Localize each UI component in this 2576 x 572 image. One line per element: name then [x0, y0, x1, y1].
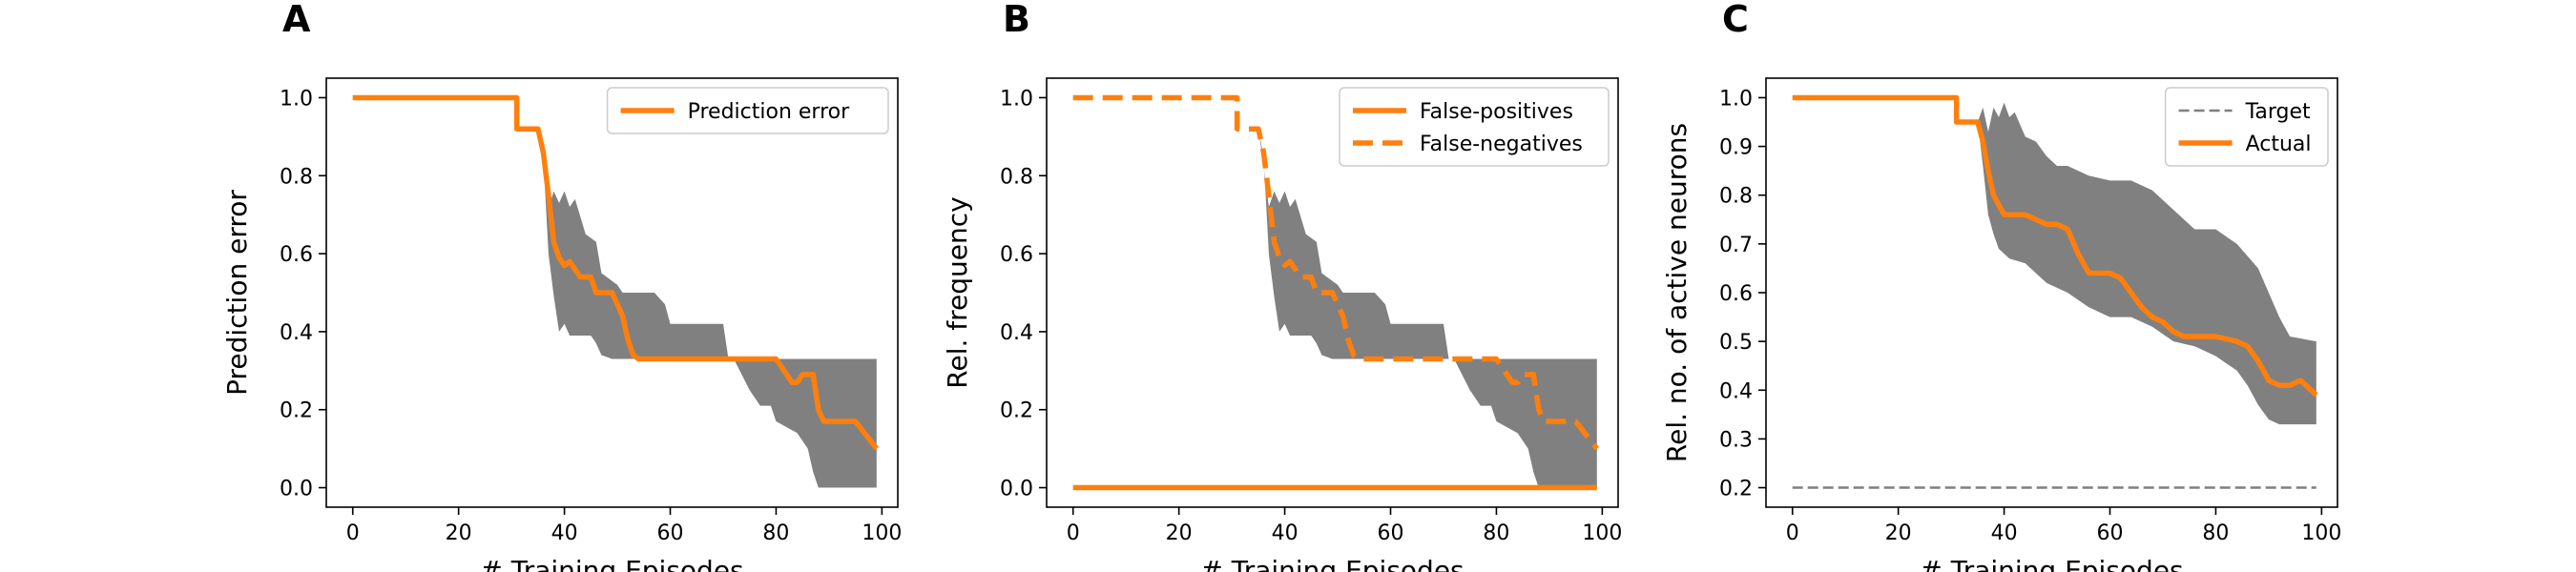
legend: Prediction error — [606, 87, 889, 134]
legend: Target Actual — [2164, 87, 2329, 167]
x-tick-label: 80 — [762, 521, 789, 545]
y-tick-label: 0.7 — [1719, 234, 1753, 257]
y-tick-label: 0.8 — [1000, 165, 1033, 189]
y-axis-label: Prediction error — [221, 190, 253, 396]
y-tick-label: 1.0 — [280, 87, 313, 111]
confidence-band — [1792, 97, 2316, 425]
legend-box — [2164, 87, 2329, 167]
y-tick-label: 0.2 — [1000, 399, 1033, 423]
x-tick-label: 80 — [1483, 521, 1509, 545]
x-tick-label: 80 — [2202, 521, 2229, 545]
legend-box — [1339, 87, 1610, 167]
y-tick-label: 0.3 — [1719, 428, 1753, 452]
legend-box — [606, 87, 889, 134]
series-line-actual — [1792, 94, 2318, 398]
plot-frame — [325, 77, 899, 508]
x-tick-label: 20 — [1885, 521, 1912, 545]
legend-label-false-positives: False-positives — [1420, 100, 1573, 124]
x-axis-label: # Training Episodes — [1920, 555, 2183, 572]
x-tick-label: 40 — [551, 521, 578, 545]
y-tick-label: 0.9 — [1719, 136, 1753, 160]
x-tick-label: 0 — [1786, 521, 1799, 545]
x-tick-label: 100 — [1582, 521, 1622, 545]
x-tick-label: 100 — [862, 521, 902, 545]
x-tick-label: 20 — [446, 521, 472, 545]
y-tick-label: 1.0 — [1719, 87, 1753, 111]
plot-frame — [1046, 77, 1619, 508]
y-tick-label: 0.2 — [280, 399, 313, 423]
panel-c: 0 20 40 60 80 100 0.2 0.3 0.4 0.5 0.6 0.7 0.8 0.9 1.0 #… — [1661, 0, 2341, 572]
y-axis-label: Rel. no. of active neurons — [1661, 123, 1693, 462]
panel-letter: B — [1003, 0, 1030, 40]
x-axis-label: # Training Episodes — [1200, 555, 1464, 572]
legend-label-target: Target — [2245, 100, 2311, 124]
y-tick-label: 0.4 — [280, 321, 313, 345]
panel-b: 0 20 40 60 80 100 0.0 0.2 0.4 0.6 0.8 1.0 # Training… — [942, 0, 1622, 572]
x-tick-label: 60 — [657, 521, 684, 545]
y-tick-label: 0.4 — [1719, 379, 1753, 403]
y-tick-label: 1.0 — [1000, 87, 1033, 111]
y-tick-label: 0.6 — [1719, 282, 1753, 306]
x-axis-label: # Training Episodes — [480, 555, 743, 572]
x-tick-label: 20 — [1166, 521, 1193, 545]
y-tick-label: 0.6 — [1000, 243, 1033, 267]
x-tick-label: 40 — [1991, 521, 2018, 545]
legend-label-prediction-error: Prediction error — [688, 100, 850, 124]
y-tick-label: 0.6 — [280, 243, 313, 267]
y-tick-label: 0.0 — [1000, 478, 1033, 501]
y-tick-label: 0.0 — [280, 478, 313, 501]
panel-letter: C — [1722, 0, 1749, 40]
y-axis-label: Rel. frequency — [942, 196, 973, 388]
x-tick-label: 60 — [2097, 521, 2124, 545]
y-tick-label: 0.8 — [1719, 185, 1753, 209]
legend-label-false-negatives: False-negatives — [1420, 133, 1583, 156]
x-tick-label: 40 — [1272, 521, 1298, 545]
y-tick-label: 0.5 — [1719, 331, 1753, 355]
panel-a: 0 20 40 60 80 100 0.0 0.2 0.4 0.6 0.8 1.0 # Training… — [221, 0, 902, 572]
x-tick-label: 0 — [1067, 521, 1080, 545]
series-line-false-negatives — [1072, 94, 1599, 451]
y-tick-label: 0.8 — [280, 165, 313, 189]
panel-letter: A — [282, 0, 311, 40]
legend: False-positives False-negatives — [1339, 87, 1610, 167]
x-tick-label: 60 — [1378, 521, 1404, 545]
y-tick-label: 0.2 — [1719, 478, 1753, 501]
x-tick-label: 100 — [2301, 521, 2341, 545]
y-tick-label: 0.4 — [1000, 321, 1033, 345]
legend-label-actual: Actual — [2246, 133, 2312, 156]
x-tick-label: 0 — [346, 521, 360, 545]
series-line-prediction-error — [352, 94, 879, 451]
